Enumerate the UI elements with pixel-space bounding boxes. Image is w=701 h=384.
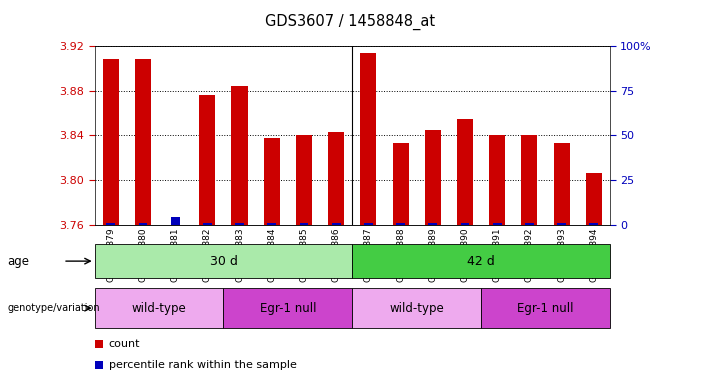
Text: wild-type: wild-type [132,302,186,314]
Bar [231,86,247,225]
Text: GDS3607 / 1458848_at: GDS3607 / 1458848_at [266,13,435,30]
Bar [235,223,244,225]
Text: percentile rank within the sample: percentile rank within the sample [109,360,297,370]
Bar [554,143,570,225]
Bar [396,223,405,225]
Bar [139,223,147,225]
Bar [425,130,441,225]
Bar [525,223,533,225]
Bar [107,223,115,225]
Text: wild-type: wild-type [389,302,444,314]
Bar [264,137,280,225]
Text: Egr-1 null: Egr-1 null [259,302,316,314]
Bar [203,223,212,225]
Bar [299,223,308,225]
Bar [171,217,179,225]
Bar [360,53,376,225]
Bar [353,288,481,328]
Bar [267,223,276,225]
Bar [522,136,538,225]
Bar [590,223,598,225]
Bar [393,143,409,225]
Bar [224,288,353,328]
Bar [199,95,215,225]
Bar [95,244,353,278]
Bar [328,132,344,225]
Text: genotype/variation: genotype/variation [7,303,100,313]
Text: Egr-1 null: Egr-1 null [517,302,573,314]
Bar [428,223,437,225]
Bar [481,288,610,328]
Bar [332,223,341,225]
Text: 42 d: 42 d [467,255,495,268]
Bar [586,173,602,225]
Bar [461,223,470,225]
Bar [296,136,312,225]
Text: count: count [109,339,140,349]
Text: 30 d: 30 d [210,255,238,268]
Bar [102,60,118,225]
Bar [95,288,224,328]
Bar [353,244,610,278]
Bar [557,223,566,225]
Bar [457,119,473,225]
Bar [489,136,505,225]
Bar [493,223,502,225]
Bar [135,60,151,225]
Text: age: age [7,255,29,268]
Bar [364,223,373,225]
